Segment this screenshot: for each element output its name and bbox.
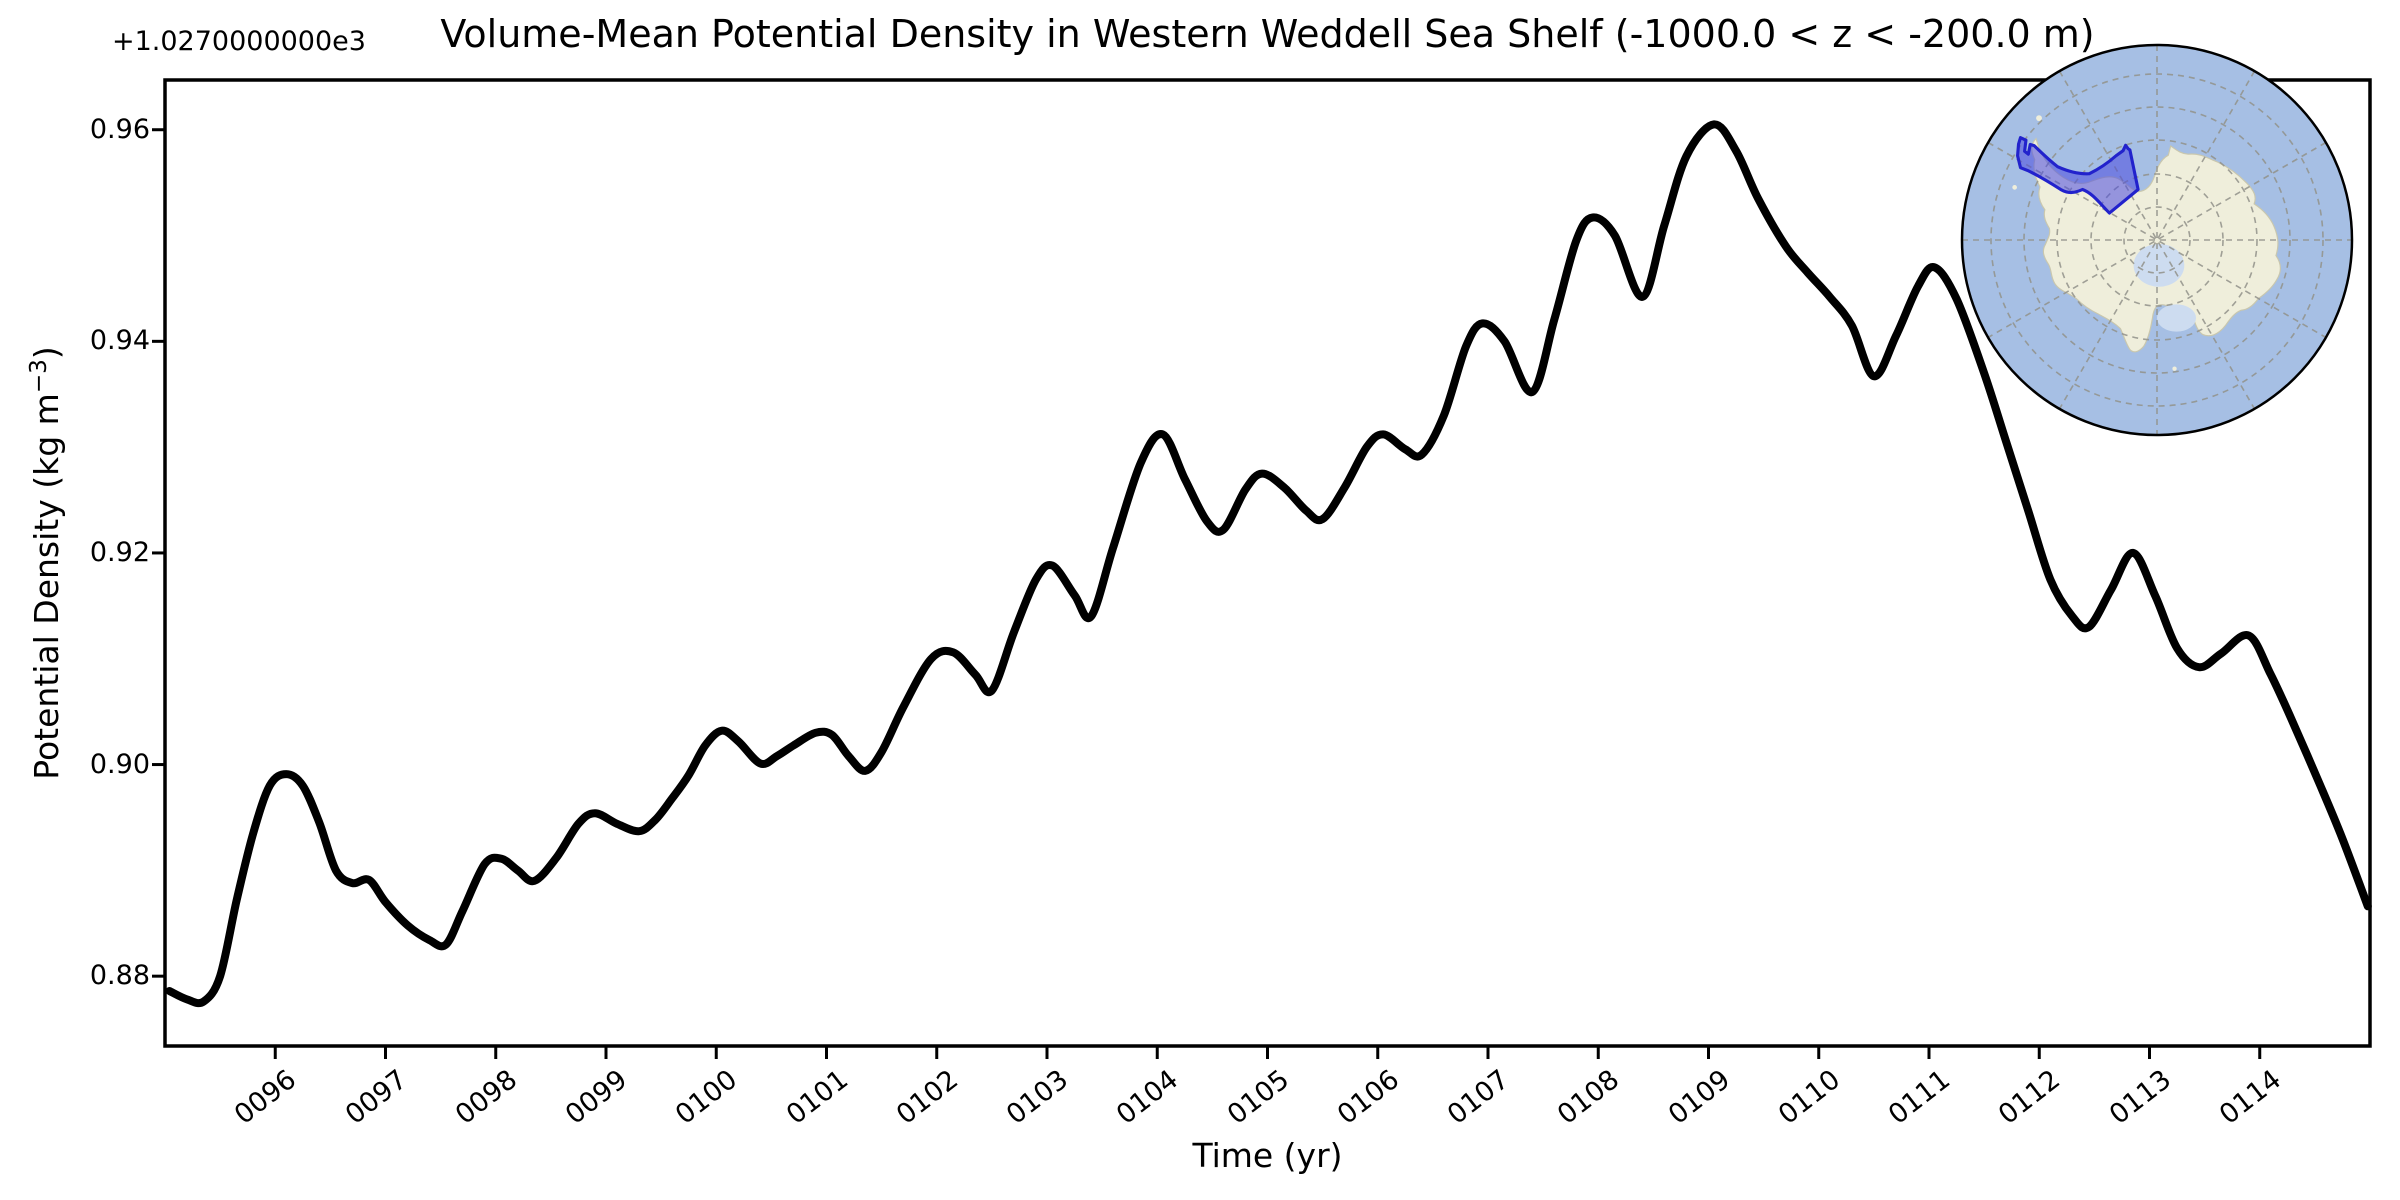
y-tick-label: 0.90 [89,748,150,780]
latitude-ring [2090,173,2224,307]
ross-ice-shelf [2157,304,2196,332]
axis-ticks [152,128,2262,1059]
island-dot [2012,185,2017,190]
chart-title: Volume-Mean Potential Density in Western… [440,12,2095,56]
ronne-ice-shelf [2133,243,2185,287]
latitude-ring [2023,106,2291,374]
inset-map [1960,43,2354,437]
y-tick-label: 0.96 [89,113,150,145]
latitude-ring [1990,73,2324,407]
data-curve [165,120,2372,1008]
island-dot [2172,366,2177,371]
island-dot [2036,115,2042,122]
y-tick-label: 0.92 [89,536,150,568]
latitude-ring [2123,206,2191,274]
x-axis-label: Time (yr) [1192,1136,1343,1175]
map-border-circle [1960,43,2354,437]
graticule [1962,45,2352,435]
study-region-polygon [2016,136,2140,215]
y-axis-offset-text: +1.0270000000e3 [112,26,366,57]
y-tick-label: 0.88 [89,960,150,992]
latitude-ring [2056,139,2258,341]
y-tick-label: 0.94 [89,325,150,357]
